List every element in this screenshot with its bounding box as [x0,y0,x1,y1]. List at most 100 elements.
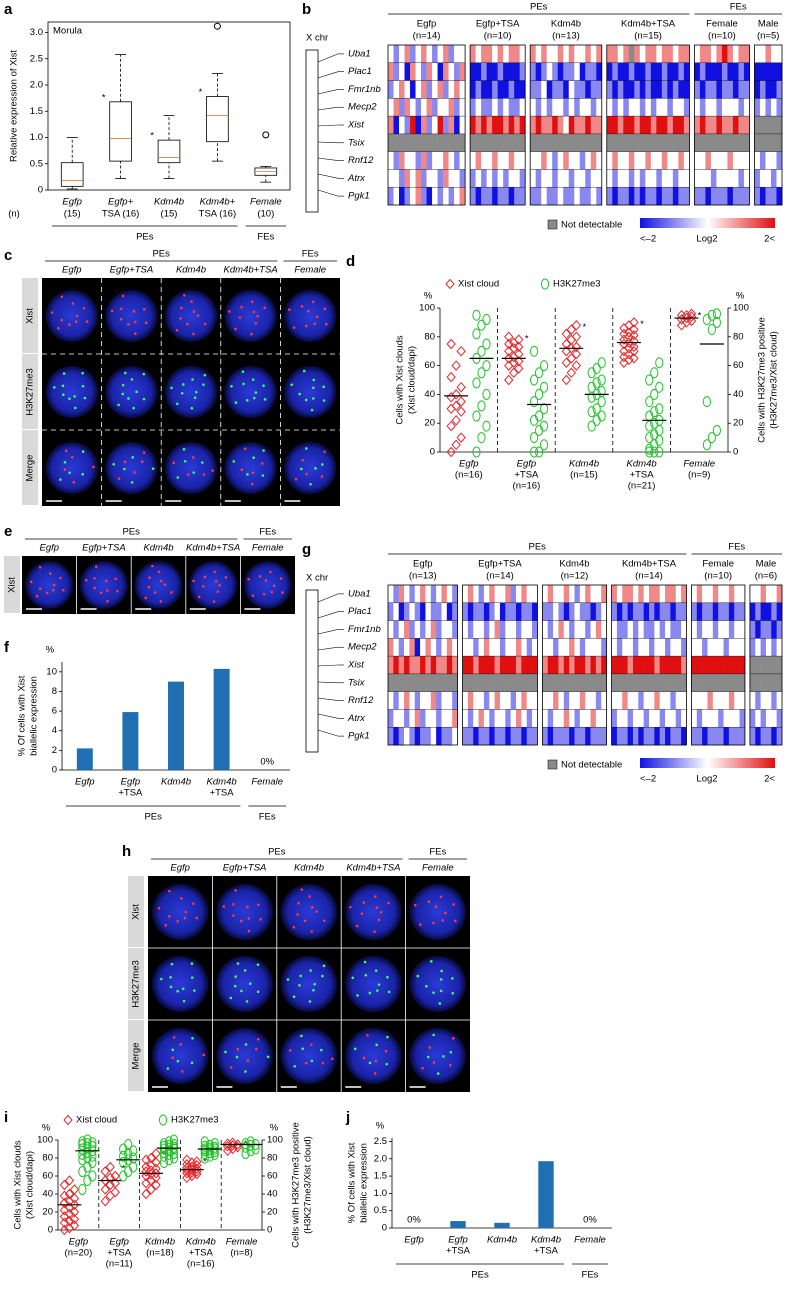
signal-dot [452,903,455,906]
signal-dot [232,460,236,463]
heatmap-cell [759,62,766,81]
embryo [216,955,273,1013]
signal-dot [140,460,144,463]
heatmap-cell [691,638,698,657]
point [597,386,606,398]
inset-label: Morula [53,26,83,37]
heatmap-cell [716,187,723,206]
heatmap-cell [574,585,581,604]
heatmap-cell [508,45,515,64]
heatmap-cell [486,187,493,206]
heatmap-cell [616,709,623,728]
heatmap-cell [541,62,548,81]
heatmap-cell [420,602,426,621]
heatmap-cell [409,709,416,728]
heatmap-cell [574,620,581,639]
heatmap-cell [579,98,586,117]
heatmap-cell [553,656,559,675]
signal-dot [184,910,188,914]
heatmap-cell [650,133,657,152]
signal-dot [202,585,205,588]
heatmap-cell [489,709,495,728]
x-tick-label: +TSA [189,1248,214,1259]
heatmap-cell [510,620,517,639]
heatmap-cell [547,709,554,728]
heatmap-cell [721,62,728,81]
signal-dot [262,592,266,596]
signal-dot [181,987,185,991]
signal-dot [176,989,179,993]
heatmap-cell [532,656,538,675]
signal-dot [452,1037,455,1040]
heatmap-cell [526,620,533,639]
signal-dot [190,1061,194,1065]
heatmap-cell [628,187,635,206]
heatmap-cell [541,133,548,152]
heatmap-cell [739,602,746,621]
signal-dot [190,300,193,303]
x-tick-label: (n=21) [628,481,656,492]
heatmap-cell [732,62,739,81]
heatmap-cell [415,151,422,170]
signal-dot [164,923,168,927]
heatmap-cell [448,80,455,99]
significance: * [640,319,644,330]
heatmap-cell [634,62,641,81]
heatmap-cell [590,638,597,657]
heatmap-cell [639,133,646,152]
heatmap-cell [547,602,554,621]
signal-dot [434,905,438,908]
heatmap-cell [771,709,777,728]
heatmap-cell [521,585,527,604]
row-label: Atrx [347,713,366,724]
heatmap-cell [691,602,698,621]
heatmap-cell [399,116,405,135]
heatmap-cell [738,116,745,135]
heatmap-cell [552,169,559,188]
point [241,1141,250,1153]
heatmap-cell [521,673,527,692]
point [597,374,606,386]
x-tick-label: Egfp [62,197,82,208]
heatmap-cell [563,691,570,710]
signal-dot [170,386,173,390]
heatmap-cell [426,62,433,81]
signal-dot [252,396,256,400]
embryo [224,365,277,419]
column-label: Female [422,863,454,874]
heatmap-cell [606,187,613,206]
heatmap-cell [728,620,735,639]
heatmap-cell [639,187,646,206]
y-axis-label: % Of cells with Xist [17,675,28,756]
heatmap-cell [754,80,761,99]
heatmap-cell [541,98,548,117]
heatmap-cell [649,585,655,604]
heatmap-cell [760,585,767,604]
column-label: Egfp [40,543,60,554]
super-group-label: FEs [728,542,745,553]
point [78,1166,87,1177]
signal-dot [292,995,296,999]
heatmap-cell [542,585,549,604]
heatmap-cell [388,187,394,206]
heatmap-cell [410,80,416,99]
heatmap-cell [670,691,677,710]
heatmap-cell [699,80,706,99]
column-group-n: (n=14) [486,571,514,582]
y2-axis-label: Cells with H3K27me3 positive [291,1122,302,1248]
x-tick-label: Kdm4b [207,777,237,788]
heatmap-cell [547,673,554,692]
heatmap-cell [765,62,772,81]
heatmap-cell [421,133,427,152]
heatmap-cell [426,116,433,135]
x-tick-label: (n=8) [230,1248,252,1259]
heatmap-cell [510,656,517,675]
heatmap-cell [552,98,559,117]
point [446,403,456,415]
point [456,345,466,357]
heatmap-cell [541,80,548,99]
heatmap-cell [398,602,405,621]
heatmap-cell [776,620,783,639]
y-tick-label: 0.5 [30,158,43,169]
point [619,357,629,368]
